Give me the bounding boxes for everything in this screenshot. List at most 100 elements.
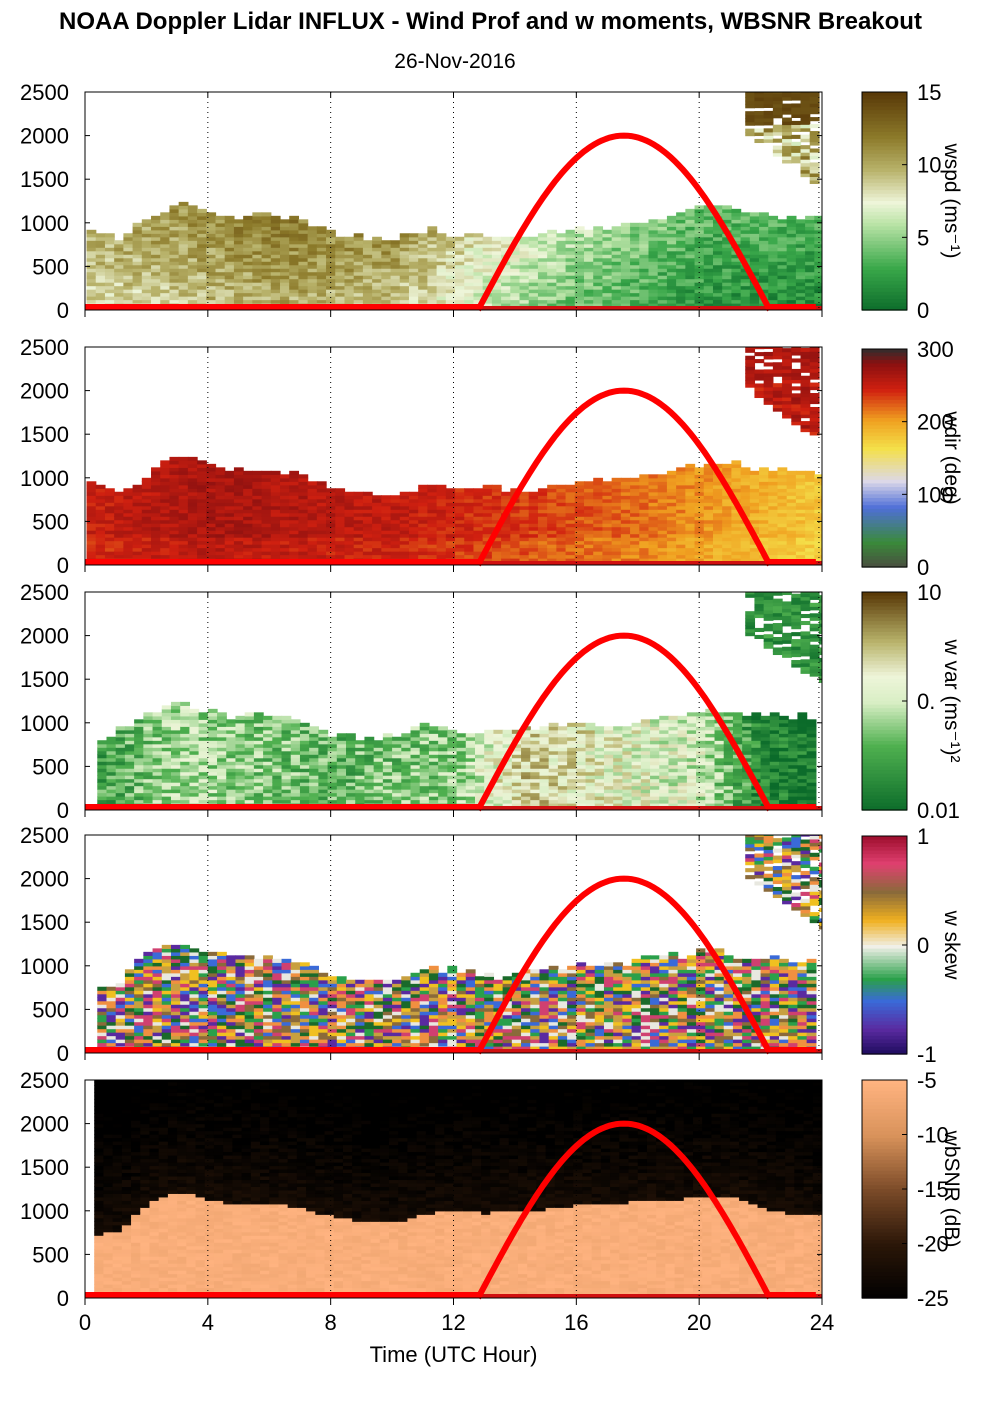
data-cell	[703, 488, 714, 493]
data-cell	[344, 540, 355, 545]
data-cell	[372, 516, 382, 521]
data-cell	[648, 289, 659, 294]
data-cell	[114, 250, 124, 255]
data-cell	[197, 523, 207, 528]
upper-cell	[791, 375, 802, 380]
data-cell	[694, 299, 705, 304]
data-cell	[235, 750, 246, 755]
data-cell	[336, 750, 347, 755]
data-cell	[648, 502, 659, 507]
data-cell	[685, 544, 696, 549]
data-cell	[353, 296, 364, 301]
data-cell	[630, 488, 640, 493]
data-cell	[703, 530, 714, 535]
data-cell	[206, 477, 217, 482]
data-cell	[602, 551, 613, 556]
data-cell	[261, 544, 272, 549]
data-cell	[768, 502, 779, 507]
data-cell	[180, 796, 191, 801]
data-cell	[685, 558, 696, 563]
data-cell	[768, 261, 779, 266]
data-cell	[455, 278, 465, 283]
data-cell	[584, 296, 594, 301]
data-cell	[353, 264, 364, 269]
colorbar-swatch	[862, 201, 907, 206]
data-cell	[547, 505, 557, 510]
data-cell	[261, 509, 272, 514]
data-cell	[299, 771, 310, 776]
data-cell	[217, 715, 227, 720]
data-cell	[198, 747, 209, 752]
data-cell	[694, 554, 705, 559]
data-cell	[712, 502, 723, 507]
data-cell	[805, 512, 815, 517]
data-cell	[464, 285, 475, 290]
data-cell	[436, 268, 447, 273]
data-cell	[243, 229, 253, 234]
data-cell	[749, 271, 760, 276]
data-cell	[160, 519, 171, 524]
data-cell	[263, 789, 273, 794]
data-cell	[768, 477, 779, 482]
data-cell	[777, 254, 788, 259]
data-cell	[768, 247, 779, 252]
data-cell	[676, 533, 686, 538]
data-cell	[639, 554, 650, 559]
data-cell	[703, 236, 714, 241]
data-cell	[464, 488, 475, 493]
data-cell	[556, 558, 567, 563]
data-cell	[381, 254, 392, 259]
data-cell	[279, 477, 290, 482]
data-cell	[584, 512, 594, 517]
data-cell	[309, 792, 319, 797]
upper-cell	[800, 351, 811, 356]
data-cell	[270, 526, 281, 531]
data-cell	[611, 551, 622, 556]
data-cell	[630, 275, 640, 280]
data-cell	[224, 495, 235, 500]
data-cell	[123, 512, 134, 517]
colorbar-swatch	[862, 110, 907, 115]
data-cell	[556, 271, 567, 276]
data-cell	[712, 299, 723, 304]
data-cell	[666, 254, 677, 259]
data-cell	[381, 285, 392, 290]
data-cell	[298, 275, 309, 280]
data-cell	[749, 229, 760, 234]
data-cell	[740, 474, 751, 479]
data-cell	[445, 257, 456, 262]
data-cell	[344, 519, 355, 524]
data-cell	[556, 275, 567, 280]
data-cell	[436, 519, 447, 524]
upper-cell	[791, 414, 802, 419]
data-cell	[178, 530, 189, 535]
colorbar-swatch	[862, 541, 907, 546]
data-cell	[473, 554, 484, 559]
data-cell	[740, 254, 751, 259]
data-cell	[134, 792, 144, 797]
data-cell	[187, 240, 198, 245]
data-cell	[261, 547, 272, 552]
data-cell	[344, 282, 355, 287]
data-cell	[537, 495, 548, 500]
data-cell	[611, 257, 622, 262]
upper-cell	[754, 111, 765, 116]
data-cell	[537, 516, 548, 521]
data-cell	[694, 233, 705, 238]
data-cell	[114, 240, 124, 245]
data-cell	[408, 254, 419, 259]
data-cell	[611, 537, 622, 542]
data-cell	[187, 460, 198, 465]
data-cell	[124, 757, 135, 762]
data-cell	[97, 750, 108, 755]
data-cell	[630, 226, 640, 231]
colorbar-swatch	[862, 102, 907, 108]
data-cell	[132, 491, 143, 496]
data-cell	[703, 247, 714, 252]
data-cell	[703, 512, 714, 517]
data-cell	[630, 530, 640, 535]
upper-cell	[791, 400, 802, 405]
data-cell	[712, 243, 723, 248]
upper-cell	[800, 393, 811, 398]
